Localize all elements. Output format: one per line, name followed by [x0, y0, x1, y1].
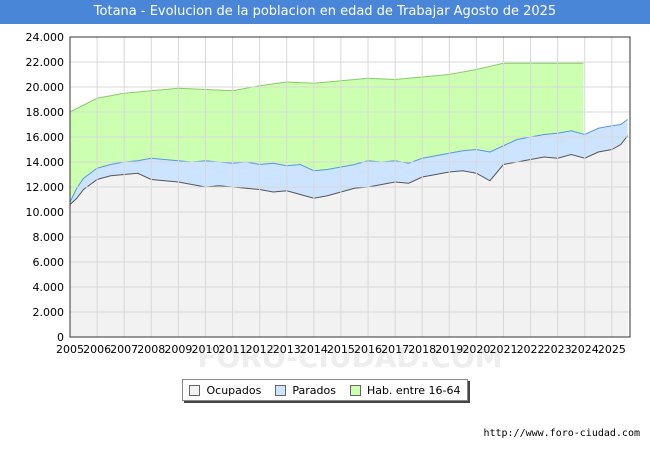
x-tick-label: 2012 [246, 343, 274, 356]
line-hab-entre-16-64 [69, 62, 584, 113]
x-tick-label: 2025 [598, 343, 626, 356]
y-tick-label: 20.000 [26, 81, 65, 94]
legend-item-hab: Hab. entre 16-64 [349, 383, 461, 397]
x-tick-label: 2024 [571, 343, 599, 356]
x-tick-label: 2011 [219, 343, 247, 356]
legend-swatch-parados [275, 384, 287, 396]
source-url: http://www.foro-ciudad.com [483, 428, 640, 439]
x-tick-label: 2020 [462, 343, 490, 356]
x-tick-label: 2016 [354, 343, 382, 356]
y-tick-label: 6.000 [33, 256, 65, 269]
legend-label-parados: Parados [292, 383, 336, 397]
legend-swatch-ocupados [189, 384, 201, 396]
y-tick-label: 22.000 [26, 56, 65, 69]
y-tick-label: 10.000 [26, 206, 65, 219]
x-tick-label: 2015 [327, 343, 355, 356]
y-tick-label: 2.000 [33, 306, 65, 319]
y-tick-label: 16.000 [26, 131, 65, 144]
y-tick-label: 4.000 [33, 281, 65, 294]
y-tick-label: 8.000 [33, 231, 65, 244]
x-tick-label: 2019 [435, 343, 463, 356]
x-tick-label: 2023 [544, 343, 572, 356]
chart-title: Totana - Evolucion de la poblacion en ed… [0, 0, 650, 24]
watermark: FORO-CIUDAD.COM [197, 341, 502, 374]
legend-label-ocupados: Ocupados [206, 383, 262, 397]
x-tick-label: 2005 [56, 343, 84, 356]
x-tick-label: 2009 [164, 343, 192, 356]
y-tick-label: 24.000 [26, 31, 65, 44]
y-tick-label: 18.000 [26, 106, 65, 119]
x-tick-label: 2022 [517, 343, 545, 356]
legend-label-hab: Hab. entre 16-64 [366, 383, 461, 397]
x-tick-label: 2007 [110, 343, 138, 356]
chart-legend: Ocupados Parados Hab. entre 16-64 [182, 379, 468, 401]
y-tick-label: 0 [57, 331, 64, 344]
legend-item-ocupados: Ocupados [189, 384, 261, 397]
x-tick-label: 2017 [381, 343, 409, 356]
x-tick-label: 2013 [273, 343, 301, 356]
legend-item-parados: Parados [275, 384, 336, 397]
x-tick-label: 2008 [137, 343, 165, 356]
x-tick-label: 2010 [191, 343, 219, 356]
x-tick-label: 2021 [489, 343, 517, 356]
x-tick-label: 2014 [300, 343, 328, 356]
legend-swatch-hab [349, 384, 361, 396]
x-tick-label: 2006 [83, 343, 111, 356]
y-tick-label: 12.000 [26, 181, 65, 194]
x-tick-label: 2018 [408, 343, 436, 356]
plot-border [69, 36, 631, 338]
y-tick-label: 14.000 [26, 156, 65, 169]
